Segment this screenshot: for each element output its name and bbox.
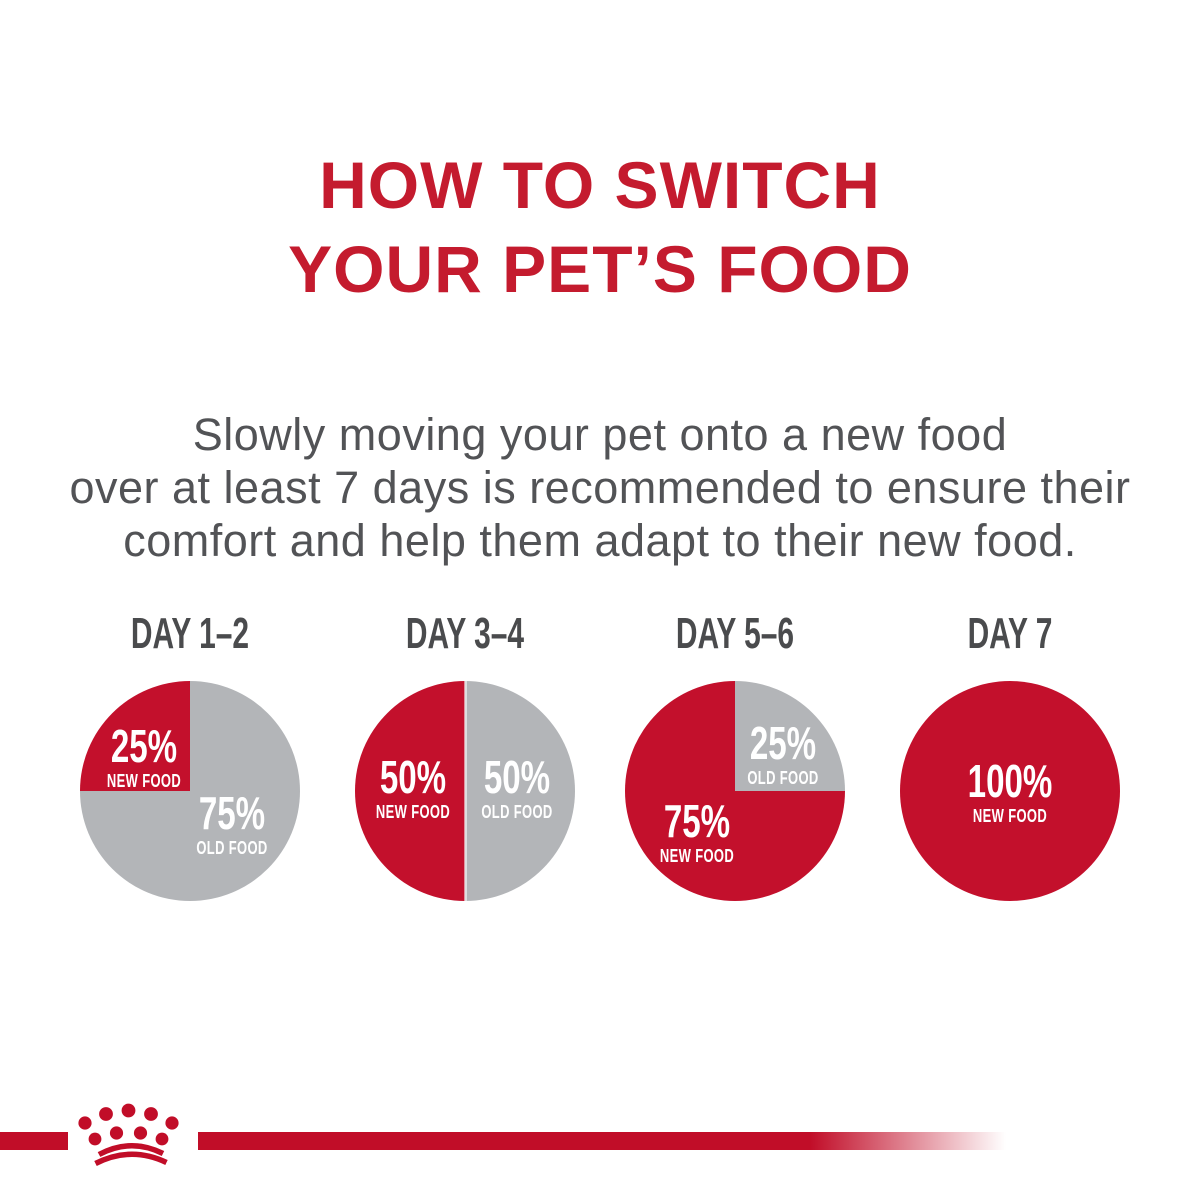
slice-percent: 50% xyxy=(483,751,551,803)
subtitle: Slowly moving your pet onto a new food o… xyxy=(0,408,1200,567)
day-column-5-6: DAY 5–6 75% NEW FOOD 25% OLD FOOD xyxy=(600,612,870,901)
day-heading-7: DAY 7 xyxy=(967,609,1053,658)
slice-name: NEW FOOD xyxy=(972,806,1048,827)
title-line-2: YOUR PET’S FOOD xyxy=(288,232,912,306)
royal-canin-crown-logo xyxy=(78,1103,179,1166)
title-line-1: HOW TO SWITCH xyxy=(319,148,881,222)
day-column-1-2: DAY 1–2 25% NEW FOOD 75% OLD FOOD xyxy=(55,612,325,901)
footer-rule-right xyxy=(198,1132,1014,1150)
slice-percent: 25% xyxy=(110,720,178,772)
slice-percent: 100% xyxy=(967,755,1053,807)
slice-percent: 25% xyxy=(749,717,817,769)
page-title: HOW TO SWITCH YOUR PET’S FOOD xyxy=(0,143,1200,311)
slice-label-old-food: 75% OLD FOOD xyxy=(178,787,286,859)
day-column-7: DAY 7 100% NEW FOOD xyxy=(875,612,1145,901)
day-column-3-4: DAY 3–4 50% NEW FOOD 50% OLD FOOD xyxy=(330,612,600,901)
day-heading-3-4: DAY 3–4 xyxy=(405,609,525,658)
slice-label-old-food: 25% OLD FOOD xyxy=(729,717,837,789)
slice-label-new-food: 75% NEW FOOD xyxy=(643,795,751,867)
slice-percent: 50% xyxy=(379,751,447,803)
slice-percent: 75% xyxy=(198,787,266,839)
day-heading-1-2: DAY 1–2 xyxy=(130,609,250,658)
pie-chart-day-7: 100% NEW FOOD xyxy=(900,681,1120,901)
slice-name: OLD FOOD xyxy=(481,802,553,823)
pie-chart-day-1-2: 25% NEW FOOD 75% OLD FOOD xyxy=(80,681,300,901)
subtitle-line-2: over at least 7 days is recommended to e… xyxy=(69,462,1131,513)
slice-name: NEW FOOD xyxy=(659,846,735,867)
pie-chart-day-5-6: 75% NEW FOOD 25% OLD FOOD xyxy=(625,681,845,901)
slice-name: OLD FOOD xyxy=(747,768,819,789)
footer-rule-left xyxy=(0,1132,68,1150)
slice-label-new-food: 25% NEW FOOD xyxy=(90,720,198,792)
slice-label-old-food: 50% OLD FOOD xyxy=(463,751,571,823)
subtitle-line-1: Slowly moving your pet onto a new food xyxy=(192,409,1008,460)
slice-label-new-food: 50% NEW FOOD xyxy=(359,751,467,823)
pie-slice-divider xyxy=(463,681,467,901)
slice-label-new-food: 100% NEW FOOD xyxy=(956,755,1064,827)
slice-name: NEW FOOD xyxy=(106,771,182,792)
pie-chart-day-3-4: 50% NEW FOOD 50% OLD FOOD xyxy=(355,681,575,901)
slice-name: OLD FOOD xyxy=(196,838,268,859)
slice-name: NEW FOOD xyxy=(375,802,451,823)
slice-percent: 75% xyxy=(663,795,731,847)
subtitle-line-3: comfort and help them adapt to their new… xyxy=(123,515,1077,566)
day-heading-5-6: DAY 5–6 xyxy=(675,609,795,658)
